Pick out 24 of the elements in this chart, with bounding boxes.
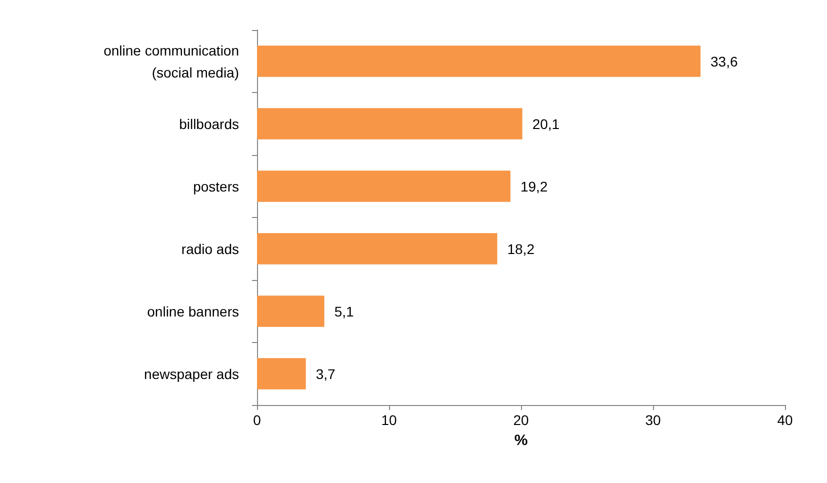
y-tick-label: posters [193, 178, 239, 194]
bar [257, 358, 306, 390]
bar [257, 108, 522, 140]
y-tick-label: online communication (social media) [104, 42, 239, 80]
x-tick-label: 20 [513, 412, 529, 428]
x-tick-label: 10 [381, 412, 397, 428]
y-tick-label: online banners [147, 303, 239, 320]
data-label: 18,2 [507, 240, 535, 257]
x-tick-label: 30 [645, 412, 661, 428]
data-label: 3,7 [316, 366, 336, 382]
bar [257, 46, 701, 77]
bar [257, 296, 324, 327]
x-axis-title: % [514, 432, 528, 449]
data-label: 19,2 [520, 178, 548, 194]
bar [257, 233, 498, 264]
x-tick-label: 0 [253, 412, 262, 428]
y-tick-label: billboards [179, 116, 239, 132]
y-tick-label: radio ads [181, 240, 239, 257]
data-label: 20,1 [532, 116, 560, 132]
data-label: 33,6 [710, 53, 738, 70]
data-label: 5,1 [334, 303, 354, 320]
bar [257, 170, 510, 202]
x-tick-label: 40 [777, 412, 793, 428]
y-tick-label: newspaper ads [144, 366, 239, 382]
